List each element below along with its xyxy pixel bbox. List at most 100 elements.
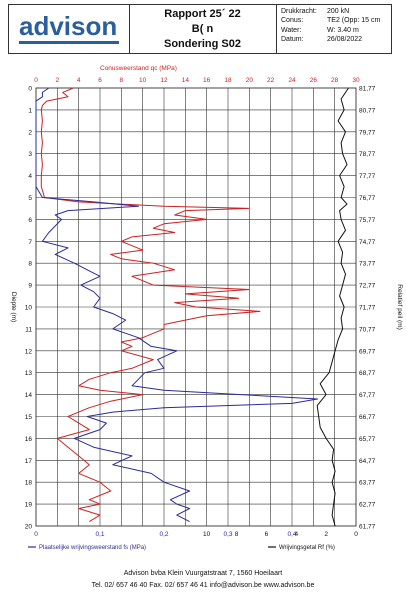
left-tick-label: 15 — [25, 414, 33, 421]
left-tick-label: 6 — [28, 217, 32, 224]
right-tick-label: 66,77 — [359, 414, 376, 421]
report-footer: Advison bvba Klein Vuurgatstraat 7, 1560… — [0, 568, 406, 592]
meta-key: Datum: — [281, 36, 304, 44]
left-tick-label: 7 — [28, 239, 32, 246]
bottom-fs-tick-label: 0 — [34, 531, 38, 538]
bottom-fs-tick-label: 0,2 — [159, 531, 168, 538]
meta-row: Drukkracht: 200 kN — [281, 7, 388, 16]
meta-key: Water: — [281, 26, 302, 34]
top-tick-label: 16 — [203, 77, 211, 84]
meta-value: 200 kN — [327, 8, 350, 15]
top-tick-label: 14 — [182, 77, 190, 84]
meta-row: Conus: TE2 (Opp: 15 cm — [281, 16, 388, 25]
right-tick-label: 64,77 — [359, 458, 376, 465]
right-tick-label: 76,77 — [359, 195, 376, 202]
bottom-rf-tick-label: 2 — [324, 531, 328, 538]
right-tick-label: 62,77 — [359, 502, 376, 509]
legend-rf-label: Wrijvingsgetal Rf (%) — [279, 545, 335, 551]
top-tick-label: 22 — [267, 77, 275, 84]
report-location: B( n — [191, 23, 214, 35]
bottom-rf-tick-label: 8 — [235, 531, 239, 538]
right-tick-label: 81,77 — [359, 86, 376, 93]
right-tick-label: 75,77 — [359, 217, 376, 224]
report-header: advison Rapport 25´ 22 B( n Sondering S0… — [8, 4, 392, 54]
left-tick-label: 18 — [25, 480, 33, 487]
left-tick-label: 14 — [25, 392, 33, 399]
fs-series-line — [35, 87, 319, 523]
right-tick-label: 73,77 — [359, 261, 376, 268]
left-tick-label: 8 — [28, 261, 32, 268]
right-tick-label: 65,77 — [359, 436, 376, 443]
meta-row: Datum: 26/08/2022 — [281, 35, 388, 44]
rf-series-line — [316, 87, 349, 527]
left-tick-label: 1 — [28, 107, 32, 114]
bottom-fs-tick-label: 0,4 — [287, 531, 296, 538]
chart-ticks: 0 2 4 6 8 10 12 14 16 18 20 22 24 26 28 300123456789101… — [25, 77, 376, 538]
qc-series-line — [40, 87, 261, 523]
top-tick-label: 26 — [310, 77, 318, 84]
right-tick-label: 67,77 — [359, 392, 376, 399]
meta-value: 26/08/2022 — [327, 36, 363, 44]
left-tick-label: 13 — [25, 370, 33, 377]
meta-value: W: 3.40 m — [327, 26, 359, 34]
meta-value: TE2 (Opp: 15 cm — [327, 17, 381, 25]
right-axis-label: Relatief peil (m) — [396, 284, 403, 330]
bottom-fs-tick-label: 0,3 — [223, 531, 232, 538]
company-address: Advison bvba Klein Vuurgatstraat 7, 1560… — [123, 570, 283, 577]
left-tick-label: 3 — [28, 151, 32, 158]
right-tick-label: 69,77 — [359, 348, 376, 355]
chart-legend: Plaatselijke wrijvingsweerstand fs (MPa)… — [28, 545, 335, 551]
top-tick-label: 24 — [288, 77, 296, 84]
right-tick-label: 80,77 — [359, 107, 376, 114]
left-tick-label: 17 — [25, 458, 33, 465]
meta-key: Drukkracht: — [281, 8, 317, 15]
top-tick-label: 4 — [77, 77, 81, 84]
logo-text: advison — [19, 11, 117, 41]
left-tick-label: 20 — [25, 524, 33, 531]
report-title: Rapport 25´ 22 B( n Sondering S02 — [129, 5, 277, 53]
left-tick-label: 4 — [28, 173, 32, 180]
top-tick-label: 30 — [352, 77, 360, 84]
cpt-chart: Conusweerstand qc (MPa) Diepte (m) Relat… — [10, 65, 403, 551]
company-contact: Tel. 02/ 657 46 40 Fax. 02/ 657 46 41 in… — [91, 582, 315, 589]
right-tick-label: 61,77 — [359, 524, 376, 531]
top-tick-label: 0 — [34, 77, 38, 84]
left-tick-label: 0 — [28, 86, 32, 93]
top-axis-label: Conusweerstand qc (MPa) — [100, 65, 177, 72]
company-logo: advison — [9, 5, 130, 53]
meta-key: Conus: — [281, 17, 304, 25]
top-tick-label: 8 — [120, 77, 124, 84]
top-tick-label: 28 — [331, 77, 339, 84]
advison-logo: advison — [19, 11, 119, 44]
legend-fs-label: Plaatselijke wrijvingsweerstand fs (MPa) — [39, 545, 146, 551]
top-tick-label: 6 — [98, 77, 102, 84]
right-tick-label: 70,77 — [359, 326, 376, 333]
right-tick-label: 79,77 — [359, 129, 376, 136]
left-tick-label: 2 — [28, 129, 32, 136]
test-metadata: Drukkracht: 200 kN Conus: TE2 (Opp: 15 cm … — [277, 5, 392, 53]
logo-underline — [19, 41, 119, 44]
sounding-name: Sondering S02 — [163, 38, 242, 50]
top-tick-label: 18 — [224, 77, 232, 84]
right-tick-label: 78,77 — [359, 151, 376, 158]
left-tick-label: 19 — [25, 502, 33, 509]
left-tick-label: 12 — [25, 348, 33, 355]
left-tick-label: 10 — [25, 305, 33, 312]
right-tick-label: 72,77 — [359, 283, 376, 290]
bottom-rf-tick-label: 0 — [354, 531, 358, 538]
top-tick-label: 12 — [160, 77, 168, 84]
right-tick-label: 63,77 — [359, 480, 376, 487]
chart-series — [35, 87, 349, 527]
right-tick-label: 71,77 — [359, 305, 376, 312]
top-tick-label: 2 — [56, 77, 60, 84]
top-tick-label: 10 — [139, 77, 147, 84]
right-tick-label: 74,77 — [359, 239, 376, 246]
bottom-fs-tick-label: 0,1 — [95, 531, 104, 538]
bottom-rf-tick-label: 6 — [265, 531, 269, 538]
left-tick-label: 16 — [25, 436, 33, 443]
top-tick-label: 20 — [246, 77, 254, 84]
bottom-rf-tick-label: 4 — [294, 531, 298, 538]
meta-row: Water: W: 3.40 m — [281, 26, 388, 35]
right-tick-label: 77,77 — [359, 173, 376, 180]
left-axis-label: Diepte (m) — [10, 292, 17, 322]
